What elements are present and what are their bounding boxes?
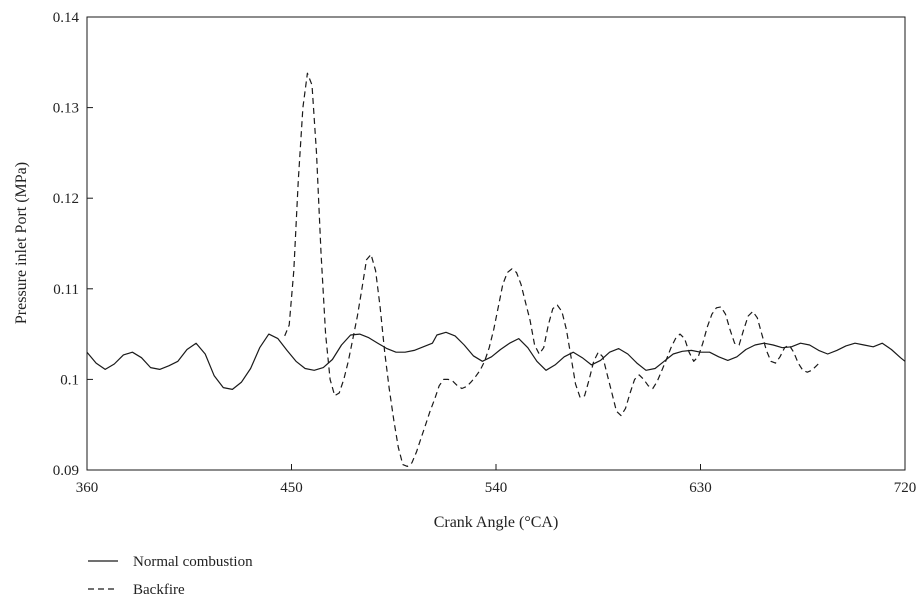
y-tick-label: 0.13 [53, 101, 79, 117]
x-tick-label: 540 [485, 480, 508, 496]
plot-frame [86, 16, 906, 471]
x-tick-label: 720 [894, 480, 917, 496]
y-tick-label: 0.12 [53, 191, 79, 207]
y-axis-label: Pressure inlet Port (MPa) [13, 162, 30, 324]
x-axis-label: Crank Angle (°CA) [434, 514, 559, 531]
series-layer [86, 72, 906, 467]
x-tick-label: 630 [689, 480, 712, 496]
x-tick-label: 360 [76, 480, 99, 496]
y-tick-label: 0.1 [60, 372, 79, 388]
y-tick-label: 0.14 [53, 10, 80, 26]
x-tick-label: 450 [280, 480, 303, 496]
series-line-normal-combustion [86, 331, 906, 390]
legend: Normal combustion Backfire [88, 554, 253, 598]
legend-label-backfire: Backfire [133, 582, 185, 598]
y-axis: 0.09 0.1 0.11 0.12 0.13 0.14 [53, 10, 93, 479]
y-tick-label: 0.09 [53, 463, 79, 479]
legend-label-normal-combustion: Normal combustion [133, 554, 253, 570]
series-line-backfire [284, 72, 822, 467]
x-axis: 360 450 540 630 720 [76, 464, 917, 496]
y-tick-label: 0.11 [53, 282, 79, 298]
